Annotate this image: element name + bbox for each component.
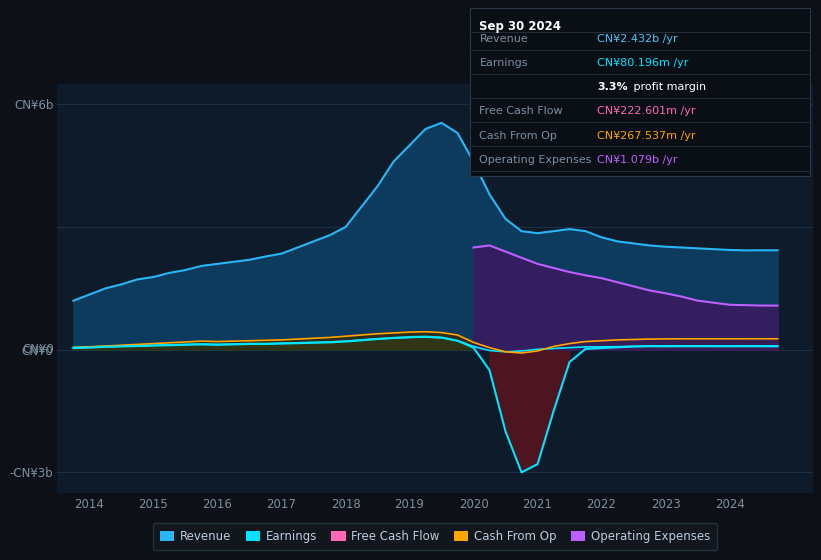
Text: Free Cash Flow: Free Cash Flow [479,106,563,116]
Text: CN¥222.601m /yr: CN¥222.601m /yr [597,106,695,116]
Text: Revenue: Revenue [479,34,528,44]
Text: CN¥2.432b /yr: CN¥2.432b /yr [597,34,677,44]
Text: Operating Expenses: Operating Expenses [479,155,592,165]
Text: CN¥0: CN¥0 [22,343,53,356]
Text: Cash From Op: Cash From Op [479,130,557,141]
Text: profit margin: profit margin [630,82,706,92]
Legend: Revenue, Earnings, Free Cash Flow, Cash From Op, Operating Expenses: Revenue, Earnings, Free Cash Flow, Cash … [153,523,718,550]
Text: Sep 30 2024: Sep 30 2024 [479,20,562,33]
Text: CN¥80.196m /yr: CN¥80.196m /yr [597,58,688,68]
Text: Earnings: Earnings [479,58,528,68]
Text: CN¥1.079b /yr: CN¥1.079b /yr [597,155,677,165]
Text: 3.3%: 3.3% [597,82,627,92]
Text: CN¥267.537m /yr: CN¥267.537m /yr [597,130,695,141]
